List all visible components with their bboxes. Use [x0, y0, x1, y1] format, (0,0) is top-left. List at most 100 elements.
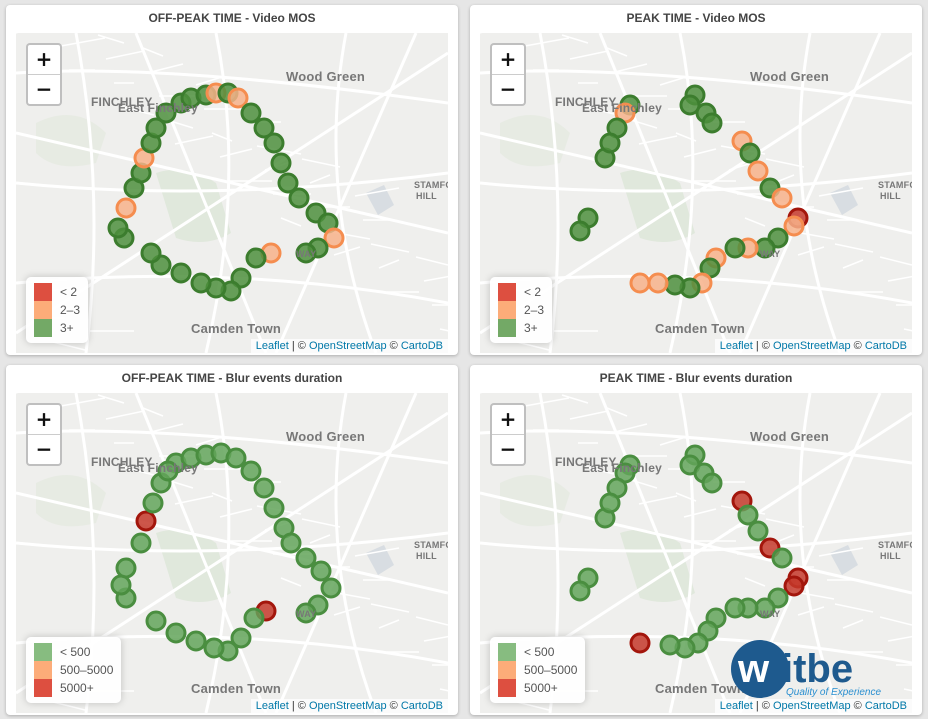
route-point-marker[interactable] [115, 557, 137, 579]
route-point-marker[interactable] [185, 630, 207, 652]
route-point-marker[interactable] [253, 117, 275, 139]
route-point-marker[interactable] [599, 132, 621, 154]
place-label: East Finchley [582, 101, 662, 115]
legend-item: 3+ [34, 319, 80, 337]
route-point-marker[interactable] [140, 242, 162, 264]
legend-label: 3+ [60, 321, 74, 335]
route-point-marker[interactable] [629, 272, 651, 294]
route-point-marker[interactable] [747, 520, 769, 542]
carto-link[interactable]: CartoDB [864, 340, 907, 352]
route-point-marker[interactable] [739, 142, 761, 164]
zoom-in-button[interactable]: + [492, 45, 524, 75]
carto-link[interactable]: CartoDB [400, 700, 443, 712]
route-point-marker[interactable] [569, 220, 591, 242]
zoom-out-button[interactable]: − [35, 437, 53, 461]
route-point-marker[interactable] [629, 632, 651, 654]
route-point-marker[interactable] [110, 574, 132, 596]
route-point-marker[interactable] [145, 610, 167, 632]
route-point-marker[interactable] [295, 242, 317, 264]
route-point-marker[interactable] [155, 102, 177, 124]
legend-label: < 500 [524, 645, 555, 659]
legend-label: 5000+ [524, 681, 558, 695]
route-point-marker[interactable] [280, 532, 302, 554]
route-point-marker[interactable] [142, 492, 164, 514]
route-point-marker[interactable] [664, 274, 686, 296]
leaflet-link[interactable]: Leaflet [719, 700, 753, 712]
zoom-in-button[interactable]: + [492, 405, 524, 435]
route-point-marker[interactable] [701, 112, 723, 134]
route-point-marker[interactable] [227, 87, 249, 109]
route-point-marker[interactable] [323, 227, 345, 249]
carto-link[interactable]: CartoDB [864, 700, 907, 712]
route-point-marker[interactable] [263, 497, 285, 519]
route-point-marker[interactable] [310, 560, 332, 582]
osm-link[interactable]: OpenStreetMap [772, 700, 851, 712]
zoom-in-button[interactable]: + [28, 45, 60, 75]
route-point-marker[interactable] [240, 460, 262, 482]
route-point-marker[interactable] [771, 187, 793, 209]
place-label: FINCHLEY [91, 455, 153, 469]
leaflet-link[interactable]: Leaflet [719, 340, 753, 352]
zoom-out-button[interactable]: − [499, 77, 517, 101]
osm-link[interactable]: OpenStreetMap [772, 340, 851, 352]
route-point-marker[interactable] [277, 172, 299, 194]
route-point-marker[interactable] [203, 637, 225, 659]
map[interactable]: Camden Town WAY HILLSTAMFO East Finchley Woo… [16, 393, 448, 713]
route-point-marker[interactable] [679, 94, 701, 116]
osm-link[interactable]: OpenStreetMap [308, 700, 387, 712]
route-point-marker[interactable] [724, 597, 746, 619]
route-point-marker[interactable] [263, 132, 285, 154]
route-point-marker[interactable] [225, 447, 247, 469]
map[interactable]: Camden Town WAY HILLSTAMFO East Finchley Woo… [16, 33, 448, 353]
route-point-marker[interactable] [701, 472, 723, 494]
route-point-marker[interactable] [190, 272, 212, 294]
map[interactable]: Camden Town WAY HILLSTAMFO East Finchley Woo… [480, 393, 912, 713]
route-point-marker[interactable] [288, 187, 310, 209]
leaflet-link[interactable]: Leaflet [255, 340, 289, 352]
place-label: WAY [760, 609, 781, 619]
route-point-marker[interactable] [320, 577, 342, 599]
legend-swatch [498, 301, 516, 319]
route-point-marker[interactable] [145, 117, 167, 139]
osm-link[interactable]: OpenStreetMap [308, 340, 387, 352]
route-point-marker[interactable] [240, 102, 262, 124]
route-point-marker[interactable] [245, 247, 267, 269]
route-point-marker[interactable] [569, 580, 591, 602]
legend-swatch [498, 319, 516, 337]
route-point-marker[interactable] [783, 215, 805, 237]
place-label: STAMFO [414, 540, 448, 550]
route-point-marker[interactable] [243, 607, 265, 629]
zoom-out-button[interactable]: − [499, 437, 517, 461]
route-point-marker[interactable] [295, 602, 317, 624]
route-point-marker[interactable] [157, 460, 179, 482]
route-point-marker[interactable] [724, 237, 746, 259]
route-point-marker[interactable] [115, 197, 137, 219]
legend-item: 2–3 [34, 301, 80, 319]
route-point-marker[interactable] [647, 272, 669, 294]
attribution-sep: | © [752, 340, 773, 352]
carto-link[interactable]: CartoDB [400, 340, 443, 352]
route-point-marker[interactable] [270, 152, 292, 174]
route-point-marker[interactable] [783, 575, 805, 597]
zoom-out-button[interactable]: − [35, 77, 53, 101]
panel-title: OFF-PEAK TIME - Video MOS [148, 11, 316, 25]
route-point-marker[interactable] [659, 634, 681, 656]
route-point-marker[interactable] [737, 504, 759, 526]
attribution-sep: © [850, 700, 865, 712]
svg-text:w: w [737, 647, 770, 691]
route-point-marker[interactable] [771, 547, 793, 569]
route-point-marker[interactable] [130, 532, 152, 554]
zoom-in-button[interactable]: + [28, 405, 60, 435]
route-point-marker[interactable] [107, 217, 129, 239]
route-point-marker[interactable] [599, 492, 621, 514]
route-point-marker[interactable] [165, 622, 187, 644]
route-point-marker[interactable] [135, 510, 157, 532]
route-point-marker[interactable] [230, 627, 252, 649]
map[interactable]: Camden Town WAY HILLSTAMFO East Finchley Woo… [480, 33, 912, 353]
route-point-marker[interactable] [253, 477, 275, 499]
place-label: Camden Town [655, 681, 746, 696]
route-point-marker[interactable] [170, 262, 192, 284]
route-point-marker[interactable] [747, 160, 769, 182]
leaflet-link[interactable]: Leaflet [255, 700, 289, 712]
route-point-marker[interactable] [295, 547, 317, 569]
